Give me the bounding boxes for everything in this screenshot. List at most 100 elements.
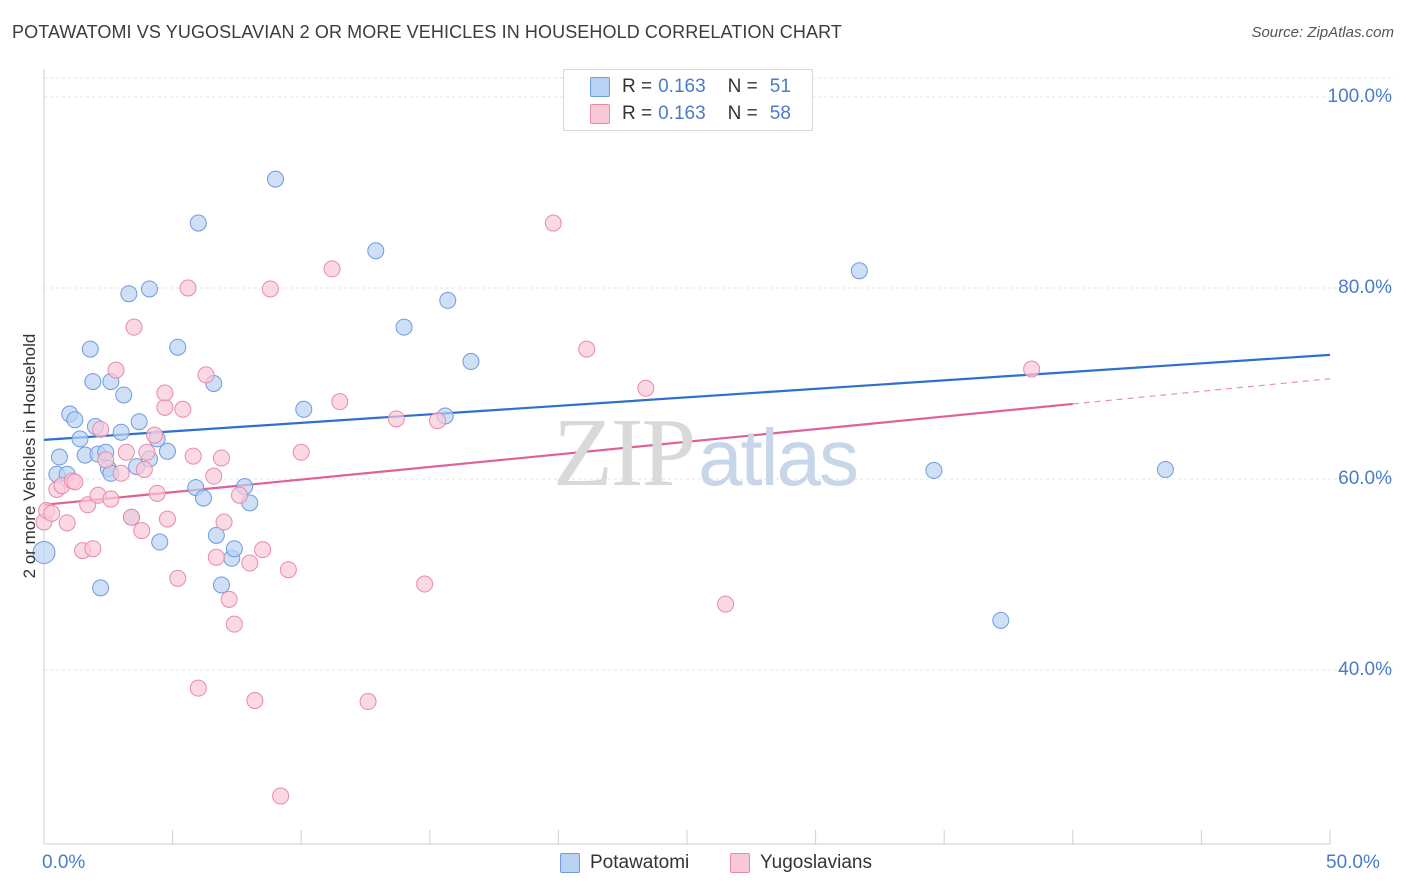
point-yugoslavians [323, 260, 341, 278]
point-yugoslavians [225, 615, 243, 633]
y-axis-label: 2 or more Vehicles in Household [20, 333, 39, 579]
legend-n-label: N = [727, 76, 758, 97]
y-tick-label: 80.0% [1338, 277, 1392, 298]
point-yugoslavians [207, 548, 225, 566]
point-yugoslavians [156, 398, 174, 416]
point-yugoslavians [246, 692, 264, 710]
point-yugoslavians [169, 569, 187, 587]
point-yugoslavians [416, 575, 434, 593]
point-yugoslavians [220, 590, 238, 608]
point-yugoslavians [1023, 360, 1041, 378]
point-potawatomi [151, 533, 169, 551]
point-potawatomi [212, 576, 230, 594]
point-yugoslavians [215, 513, 233, 531]
point-potawatomi [207, 526, 225, 544]
point-yugoslavians [112, 464, 130, 482]
point-potawatomi [130, 413, 148, 431]
point-potawatomi [50, 448, 68, 466]
watermark-atlas: atlas [698, 413, 859, 502]
point-yugoslavians [138, 443, 156, 461]
point-potawatomi [120, 285, 138, 303]
legend-swatch [590, 104, 610, 124]
point-yugoslavians [205, 467, 223, 485]
point-yugoslavians [212, 449, 230, 467]
point-potawatomi [169, 338, 187, 356]
watermark-zip: ZIP [553, 399, 696, 507]
x-tick-label: 50.0% [1326, 852, 1380, 873]
legend-row-potawatomi: R = 0.163 N = 51 [590, 75, 791, 99]
point-potawatomi [992, 611, 1010, 629]
point-yugoslavians [261, 280, 279, 298]
point-yugoslavians [292, 443, 310, 461]
point-potawatomi [266, 170, 284, 188]
legend-label: Yugoslavians [760, 852, 872, 873]
legend-label: Potawatomi [590, 852, 690, 873]
trend-line-yugoslavians [43, 402, 1073, 506]
point-yugoslavians [148, 484, 166, 502]
legend-row-yugoslavians: R = 0.163 N = 58 [590, 102, 791, 126]
point-potawatomi [92, 579, 110, 597]
point-yugoslavians [179, 279, 197, 297]
point-yugoslavians [544, 214, 562, 232]
point-yugoslavians [158, 510, 176, 528]
legend-swatch [730, 853, 750, 873]
legend-item-yugoslavians: Yugoslavians [730, 852, 872, 874]
point-yugoslavians [133, 522, 151, 540]
point-potawatomi [32, 541, 56, 565]
point-potawatomi [84, 373, 102, 391]
point-yugoslavians [184, 447, 202, 465]
chart-source: Source: ZipAtlas.com [1251, 24, 1394, 41]
point-yugoslavians [66, 473, 84, 491]
data-points [32, 86, 1174, 805]
point-yugoslavians [578, 340, 596, 358]
legend-r-label: R = [622, 103, 653, 124]
point-potawatomi [367, 242, 385, 260]
point-yugoslavians [254, 541, 272, 559]
point-yugoslavians [107, 361, 125, 379]
legend-stats: R = 0.163 N = 51 R = 0.163 N = 58 [563, 69, 813, 131]
watermark: ZIPatlas [553, 395, 859, 509]
axes [43, 69, 1331, 845]
point-potawatomi [81, 340, 99, 358]
y-tick-label: 100.0% [1327, 86, 1392, 107]
legend-r-value: 0.163 [658, 103, 706, 124]
point-yugoslavians [92, 420, 110, 438]
point-yugoslavians [637, 379, 655, 397]
y-tick-label: 40.0% [1338, 659, 1392, 680]
point-yugoslavians [43, 504, 61, 522]
legend-swatch [560, 853, 580, 873]
point-yugoslavians [58, 514, 76, 532]
y-tick-label: 60.0% [1338, 468, 1392, 489]
gridlines [44, 77, 1395, 671]
point-potawatomi [462, 353, 480, 371]
chart-title: POTAWATOMI VS YUGOSLAVIAN 2 OR MORE VEHI… [12, 22, 842, 42]
point-yugoslavians [230, 486, 248, 504]
point-potawatomi [1156, 460, 1174, 478]
legend-n-value: 58 [769, 103, 791, 124]
point-yugoslavians [717, 595, 735, 613]
legend-item-potawatomi: Potawatomi [560, 852, 689, 874]
point-potawatomi [225, 540, 243, 558]
point-yugoslavians [117, 443, 135, 461]
point-potawatomi [189, 214, 207, 232]
point-yugoslavians [174, 400, 192, 418]
point-yugoslavians [359, 693, 377, 711]
legend-r-label: R = [622, 76, 653, 97]
legend-r-value: 0.163 [658, 76, 706, 97]
point-potawatomi [395, 318, 413, 336]
point-potawatomi [925, 461, 943, 479]
point-yugoslavians [135, 460, 153, 478]
point-yugoslavians [84, 540, 102, 558]
point-potawatomi [194, 489, 212, 507]
point-yugoslavians [97, 451, 115, 469]
point-yugoslavians [102, 490, 120, 508]
point-yugoslavians [189, 679, 207, 697]
x-tick-label: 0.0% [42, 852, 86, 873]
point-yugoslavians [272, 787, 290, 805]
point-potawatomi [158, 442, 176, 460]
point-potawatomi [66, 411, 84, 429]
point-yugoslavians [279, 561, 297, 579]
point-yugoslavians [125, 318, 143, 336]
point-potawatomi [112, 423, 130, 441]
